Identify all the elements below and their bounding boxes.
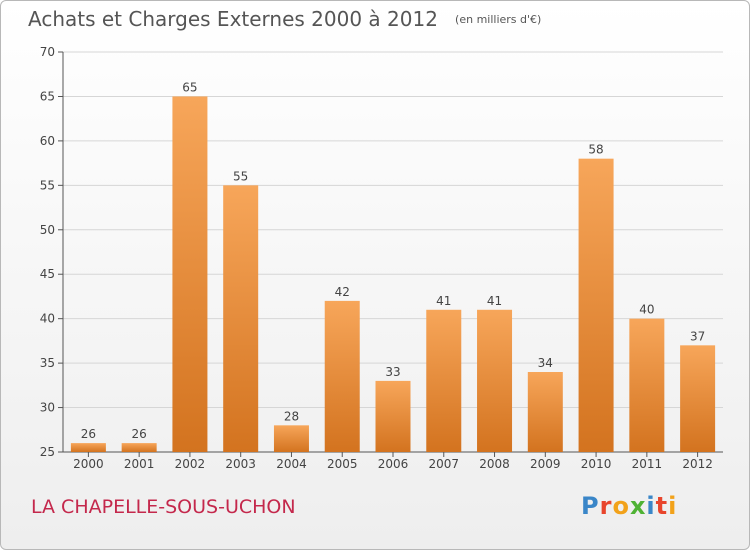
bar-value-label: 28 — [284, 409, 299, 423]
y-tick-label: 50 — [40, 223, 55, 237]
bar — [477, 309, 513, 452]
bar — [172, 96, 208, 452]
bar-value-label: 55 — [233, 169, 248, 183]
x-tick-label: 2006 — [378, 457, 409, 471]
chart-subtitle: (en milliers d'€) — [455, 13, 542, 26]
x-tick-label: 2008 — [479, 457, 510, 471]
chart-title-block: Achats et Charges Externes 2000 à 2012 (… — [28, 7, 541, 31]
chart-title: Achats et Charges Externes 2000 à 2012 — [28, 7, 438, 31]
x-tick-label: 2000 — [73, 457, 104, 471]
y-tick-label: 70 — [40, 45, 55, 59]
y-tick-label: 35 — [40, 356, 55, 370]
x-tick-label: 2007 — [428, 457, 459, 471]
y-tick-label: 55 — [40, 178, 55, 192]
bar — [375, 380, 411, 452]
x-tick-label: 2003 — [225, 457, 256, 471]
bar-value-label: 33 — [385, 365, 400, 379]
x-tick-label: 2004 — [276, 457, 307, 471]
bar — [70, 443, 106, 452]
y-tick-label: 40 — [40, 312, 55, 326]
y-tick-label: 25 — [40, 445, 55, 459]
bar-value-label: 41 — [487, 294, 502, 308]
bar-value-label: 41 — [436, 294, 451, 308]
logo-letter: x — [629, 492, 647, 520]
x-tick-label: 2009 — [530, 457, 561, 471]
logo-letter: i — [668, 492, 678, 520]
bar — [223, 185, 259, 453]
logo-letter: r — [599, 492, 613, 520]
bar-value-label: 34 — [538, 356, 553, 370]
x-tick-label: 2012 — [682, 457, 713, 471]
proxiti-logo: Proxiti — [581, 492, 677, 520]
bar — [273, 425, 309, 452]
x-tick-label: 2010 — [581, 457, 612, 471]
y-tick-label: 60 — [40, 134, 55, 148]
y-tick-label: 65 — [40, 89, 55, 103]
x-tick-label: 2005 — [327, 457, 358, 471]
bar-value-label: 40 — [639, 303, 654, 317]
logo-letter: P — [581, 492, 600, 520]
x-tick-label: 2011 — [632, 457, 663, 471]
bar-value-label: 26 — [81, 427, 96, 441]
bar — [578, 158, 614, 452]
logo-letter: o — [612, 492, 630, 520]
y-tick-label: 30 — [40, 401, 55, 415]
bar — [426, 309, 462, 452]
bar — [680, 345, 716, 452]
bar — [629, 318, 665, 452]
bar — [324, 300, 360, 452]
bar-value-label: 26 — [132, 427, 147, 441]
bar-value-label: 42 — [335, 285, 350, 299]
town-name: LA CHAPELLE-SOUS-UCHON — [31, 496, 296, 518]
logo-letter: i — [646, 492, 656, 520]
x-tick-label: 2002 — [175, 457, 206, 471]
bar — [527, 372, 563, 452]
bar-value-label: 37 — [690, 329, 705, 343]
bar — [121, 443, 157, 452]
y-tick-label: 45 — [40, 267, 55, 281]
bar-value-label: 58 — [588, 143, 603, 157]
x-tick-label: 2001 — [124, 457, 155, 471]
logo-letter: t — [655, 492, 669, 520]
bar-value-label: 65 — [182, 80, 197, 94]
